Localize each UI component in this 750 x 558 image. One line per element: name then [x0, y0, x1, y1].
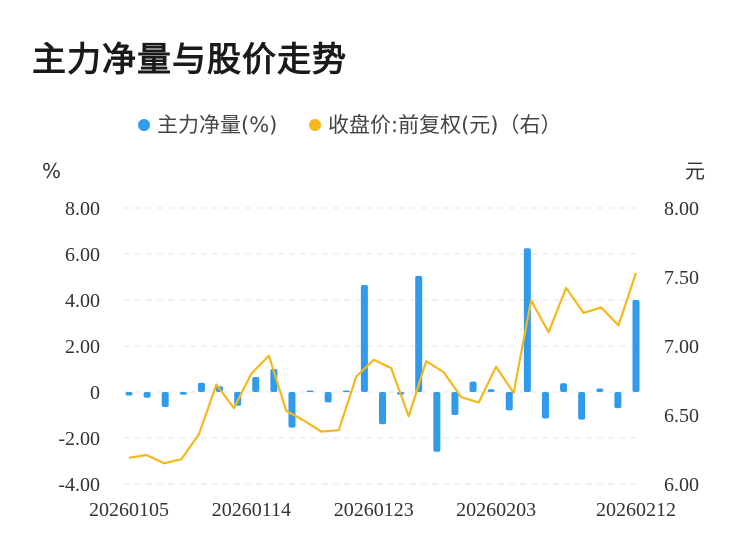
bar: [415, 275, 423, 392]
left-tick-label: 0: [90, 382, 100, 404]
bar: [614, 392, 622, 409]
bar: [469, 381, 477, 392]
bar: [578, 392, 586, 420]
x-tick-label: 20260123: [334, 499, 414, 521]
left-axis-unit: %: [42, 159, 61, 183]
x-tick-label: 20260114: [212, 499, 291, 521]
right-tick-label: 7.00: [664, 336, 699, 358]
right-tick-label: 6.00: [664, 474, 699, 496]
bar: [161, 392, 169, 407]
bar: [505, 392, 513, 411]
bar: [487, 389, 495, 392]
bar: [360, 285, 368, 392]
left-tick-label: 4.00: [65, 290, 100, 312]
bar: [252, 377, 260, 392]
bar: [306, 390, 314, 392]
bar-series: [125, 248, 640, 452]
left-tick-label: -4.00: [58, 474, 100, 496]
left-tick-label: 6.00: [65, 244, 100, 266]
bar: [143, 392, 151, 398]
x-tick-label: 20260105: [89, 499, 169, 521]
left-axis: 8.00 6.00 4.00 2.00 0 -2.00 -4.00: [58, 198, 100, 496]
page-title: 主力净量与股价走势: [32, 40, 347, 80]
x-axis: 20260105 20260114 20260123 20260203 20260212: [89, 499, 676, 521]
bar: [324, 392, 332, 403]
right-tick-label: 6.50: [664, 405, 699, 427]
bar: [451, 392, 459, 415]
bar: [433, 392, 441, 452]
right-axis: 8.00 7.50 7.00 6.50 6.00: [664, 198, 699, 496]
bar: [560, 383, 568, 392]
x-tick-label: 20260212: [596, 499, 676, 521]
right-axis-unit: 元: [685, 159, 705, 183]
bar: [379, 392, 386, 425]
legend-line-marker: [309, 119, 321, 131]
legend: 主力净量(%) 收盘价:前复权(元)（右）: [138, 113, 561, 137]
legend-bar-marker: [138, 119, 150, 131]
right-tick-label: 8.00: [664, 198, 699, 220]
bar: [632, 300, 640, 392]
legend-line-label: 收盘价:前复权(元)（右）: [328, 113, 561, 137]
left-tick-label: -2.00: [58, 428, 100, 450]
x-tick-label: 20260203: [456, 499, 536, 521]
left-tick-label: 2.00: [65, 336, 100, 358]
price-line: [128, 272, 638, 465]
bar: [197, 382, 205, 392]
legend-bar-label: 主力净量(%): [157, 113, 277, 137]
bar: [125, 392, 133, 396]
bar: [342, 390, 350, 392]
bar: [596, 388, 604, 392]
right-tick-label: 7.50: [664, 267, 699, 289]
line-series: [128, 272, 638, 465]
bar: [541, 392, 549, 419]
left-tick-label: 8.00: [65, 198, 100, 220]
grid: [124, 207, 640, 485]
bar: [288, 392, 296, 428]
bar: [179, 392, 187, 395]
